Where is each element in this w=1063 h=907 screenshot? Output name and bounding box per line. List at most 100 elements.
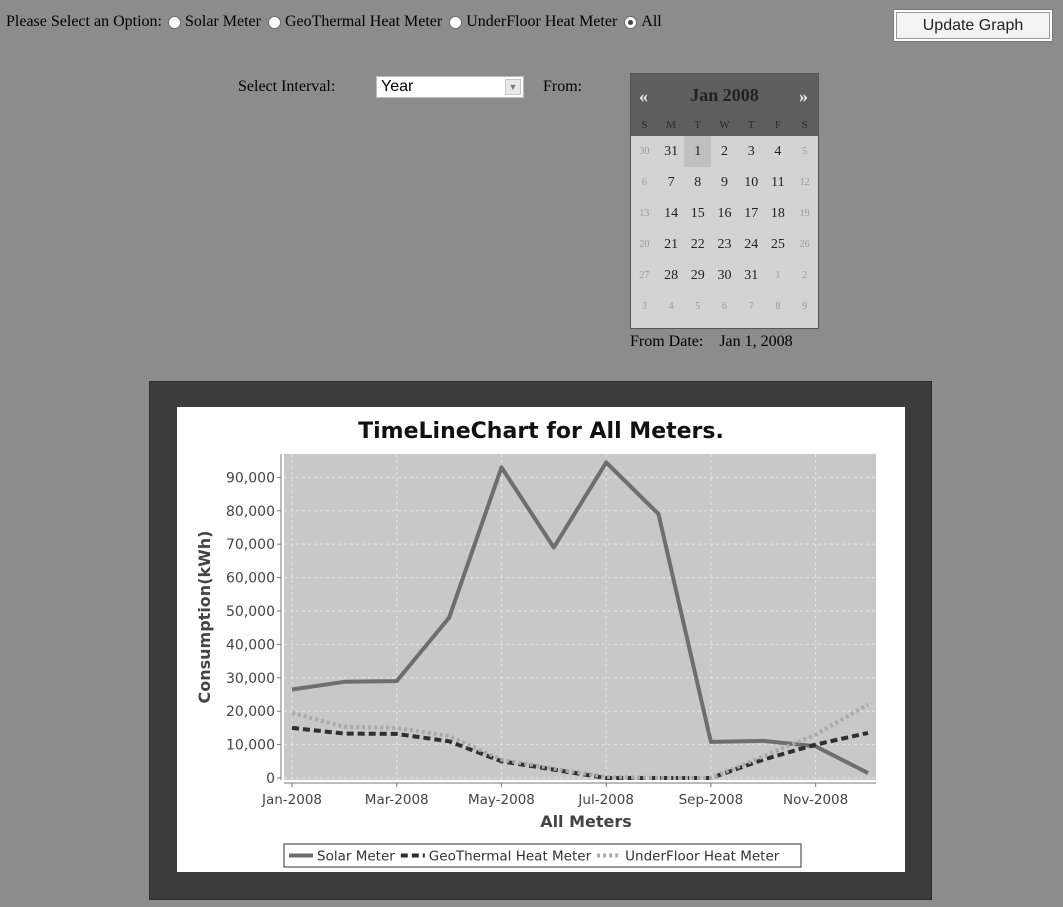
weekday-label: T (747, 119, 755, 131)
radio-button[interactable] (167, 15, 181, 29)
y-tick-label: 0 (266, 771, 275, 787)
y-tick-label: 50,000 (226, 604, 275, 620)
calendar-day[interactable]: 7 (748, 301, 754, 312)
chart-title: TimeLineChart for All Meters. (358, 419, 724, 444)
legend-label: GeoThermal Heat Meter (429, 849, 592, 865)
radio-button[interactable] (624, 15, 638, 29)
from-date-display: From Date: Jan 1, 2008 (630, 333, 793, 351)
series-line-underfloor-heat-meter (291, 702, 869, 780)
calendar-day[interactable]: 7 (667, 175, 675, 190)
calendar-day[interactable]: 18 (770, 206, 785, 221)
calendar-day[interactable]: 8 (775, 301, 781, 312)
calendar-day[interactable]: 25 (770, 237, 785, 252)
option-geothermal-heat-meter[interactable]: GeoThermal Heat Meter (267, 13, 443, 31)
calendar-day[interactable]: 8 (694, 175, 702, 190)
legend-label: Solar Meter (317, 849, 395, 865)
calendar-day[interactable]: 5 (802, 146, 808, 157)
y-tick-label: 70,000 (226, 537, 275, 553)
meter-option-row: Please Select an Option: Solar Meter GeoT… (6, 10, 669, 34)
chart-legend (283, 843, 802, 868)
calendar-day[interactable]: 24 (744, 237, 759, 252)
weekday-label: T (694, 119, 702, 131)
option-label: GeoThermal Heat Meter (284, 13, 443, 30)
y-tick-label: 90,000 (226, 470, 275, 486)
y-tick-label: 20,000 (226, 704, 275, 720)
calendar-day[interactable]: 20 (639, 239, 650, 250)
calendar-day[interactable]: 12 (799, 177, 810, 188)
x-tick-label: May-2008 (468, 792, 535, 808)
calendar-day-selected[interactable]: 1 (684, 136, 712, 167)
calendar-day[interactable]: 9 (802, 301, 808, 312)
weekday-label: F (774, 119, 781, 131)
calendar-day[interactable]: 31 (664, 144, 679, 159)
y-tick-label: 40,000 (226, 637, 275, 653)
y-axis-label: Consumption(kWh) (195, 531, 214, 704)
calendar-day[interactable]: 10 (744, 175, 759, 190)
x-tick-label: Mar-2008 (365, 792, 429, 808)
calendar-day[interactable]: 13 (639, 208, 650, 219)
meter-radio-group: Solar Meter GeoThermal Heat Meter UnderFlo… (167, 13, 669, 31)
series-line-solar-meter (291, 460, 869, 775)
calendar-day[interactable]: 6 (721, 301, 727, 312)
calendar-day[interactable]: 27 (639, 270, 650, 281)
calendar-day[interactable]: 5 (695, 301, 701, 312)
option-solar-meter[interactable]: Solar Meter (167, 13, 261, 31)
calendar-day[interactable]: 22 (690, 237, 705, 252)
calendar-day[interactable]: 29 (690, 268, 705, 283)
calendar-day[interactable]: 6 (641, 177, 647, 188)
y-tick-label: 80,000 (226, 504, 275, 520)
series-line-geothermal-heat-meter (291, 725, 869, 780)
calendar-day-grid: 30 31 1 2 3 4 5 6 7 8 9 10 11 12 13 14 15 16 17 18 19 20 21 22 2… (631, 136, 818, 322)
y-tick-label: 30,000 (226, 671, 275, 687)
calendar-day[interactable]: 30 (717, 268, 732, 283)
radio-button[interactable] (267, 15, 281, 29)
calendar-day[interactable]: 1 (775, 270, 781, 281)
weekday-label: W (719, 119, 730, 131)
calendar-day[interactable]: 19 (799, 208, 810, 219)
weekday-label: M (666, 119, 676, 131)
weekday-label: S (801, 119, 808, 131)
interval-label: Select Interval: (238, 78, 336, 95)
calendar-day[interactable]: 16 (717, 206, 732, 221)
interval-value: Year (381, 78, 414, 95)
calendar-header: « Jan 2008 » (631, 74, 818, 115)
x-tick-label: Sep-2008 (679, 792, 744, 808)
calendar-month-title: Jan 2008 (690, 85, 759, 105)
update-graph-button[interactable]: Update Graph (893, 9, 1053, 42)
calendar-day[interactable]: 31 (744, 268, 759, 283)
y-tick-label: 10,000 (226, 738, 275, 754)
calendar-day[interactable]: 4 (668, 301, 674, 312)
from-date-value: Jan 1, 2008 (719, 333, 793, 350)
x-tick-label: Nov-2008 (783, 792, 848, 808)
chart-panel: TimeLineChart for All Meters. 0 10,000 20,0… (177, 407, 905, 872)
calendar-day[interactable]: 4 (774, 144, 782, 159)
interval-select[interactable]: Year ▼ (376, 76, 524, 98)
calendar-day[interactable]: 11 (771, 175, 785, 190)
calendar-day[interactable]: 14 (664, 206, 679, 221)
calendar-day[interactable]: 30 (639, 146, 650, 157)
radio-button[interactable] (449, 15, 463, 29)
option-all[interactable]: All (624, 13, 662, 31)
prev-month-button[interactable]: « (639, 86, 648, 106)
calendar-day[interactable]: 26 (799, 239, 810, 250)
chevron-down-icon[interactable]: ▼ (505, 79, 521, 95)
option-underfloor-heat-meter[interactable]: UnderFloor Heat Meter (449, 13, 617, 31)
calendar-day[interactable]: 2 (802, 270, 808, 281)
calendar-day[interactable]: 3 (641, 301, 647, 312)
calendar-day[interactable]: 2 (720, 144, 728, 159)
calendar-day[interactable]: 3 (747, 144, 755, 159)
timeline-chart: TimeLineChart for All Meters. 0 10,000 20,0… (195, 419, 876, 868)
calendar-day[interactable]: 21 (664, 237, 679, 252)
calendar-day[interactable]: 9 (720, 175, 728, 190)
x-tick-label: Jan-2008 (261, 792, 322, 808)
weekday-label: S (641, 119, 648, 131)
calendar-day[interactable]: 15 (690, 206, 705, 221)
calendar-day[interactable]: 17 (744, 206, 759, 221)
calendar-day[interactable]: 28 (664, 268, 679, 283)
option-label: Solar Meter (184, 13, 261, 30)
option-prompt: Please Select an Option: (6, 13, 162, 30)
next-month-button[interactable]: » (799, 86, 808, 106)
calendar-day[interactable]: 23 (717, 237, 732, 252)
